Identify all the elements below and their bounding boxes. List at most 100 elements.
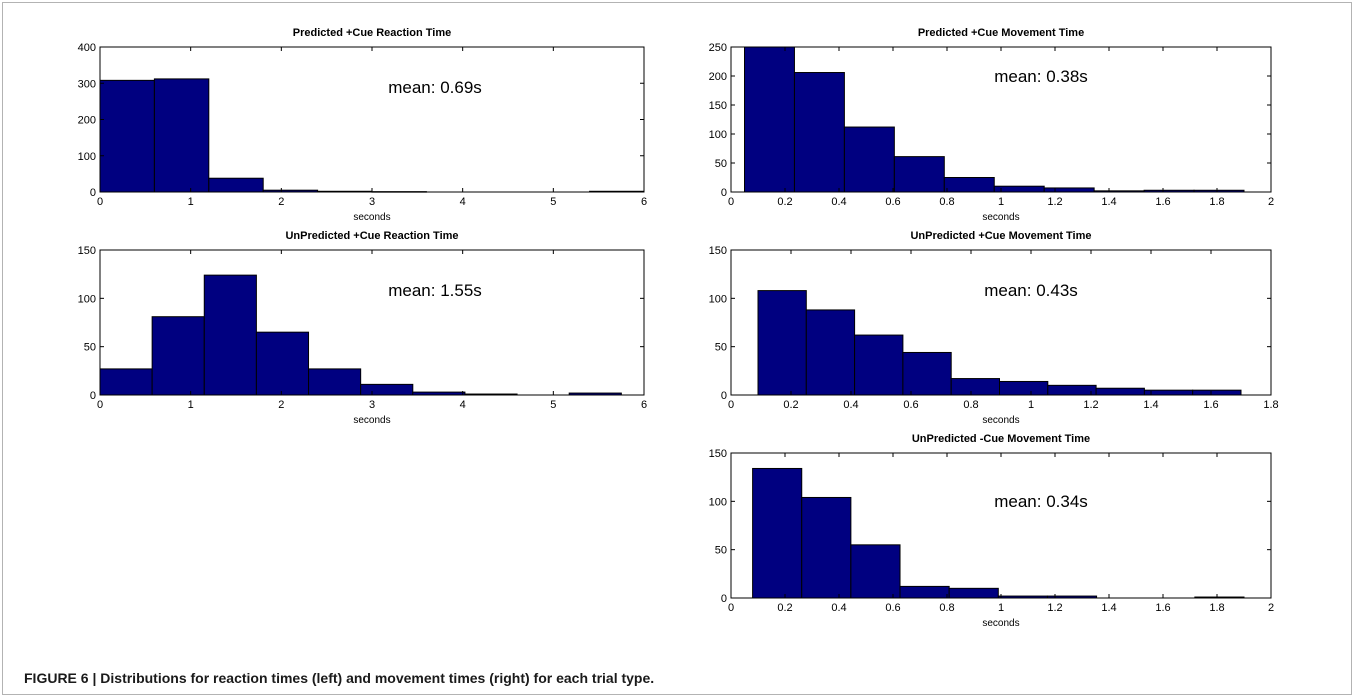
y-tick-label: 50 [715,545,727,557]
y-tick-label: 50 [715,158,727,170]
x-tick-label: 1.6 [1155,196,1170,208]
histogram-bar [360,383,414,396]
histogram-bar [948,587,999,599]
caption-label: FIGURE 6 [24,670,89,686]
histogram-bar [1043,187,1095,193]
x-tick-label: 1.2 [1047,602,1062,614]
histogram-bar [1192,389,1242,396]
x-tick-label: 0.2 [777,196,792,208]
x-tick-label: 1.6 [1155,602,1170,614]
histogram-bar [943,177,995,193]
y-tick-label: 0 [721,187,727,199]
chart-unpredicted-nocue-movement-time: 0 0.2 0.4 0.6 0.8 1 1.2 1.4 1.6 1.8 2 0 50 100 150 UnPr… [709,433,1274,629]
x-tick-label: 1.2 [1083,399,1098,411]
histogram-bar [950,378,1001,396]
x-tick-label: 1 [998,602,1004,614]
x-axis-label: seconds [353,415,390,426]
x-tick-label: 1 [188,196,194,208]
y-tick-label: 100 [78,293,96,305]
y-tick-label: 300 [78,78,96,90]
histogram-bar [99,368,153,396]
histogram-bar [1095,387,1145,396]
y-tick-label: 150 [709,448,727,460]
x-tick-label: 1.4 [1101,196,1116,208]
histogram-bar [893,156,945,193]
histogram-bar [744,46,795,193]
chart-title: Predicted +Cue Movement Time [918,27,1084,39]
x-tick-label: 3 [369,399,375,411]
histogram-bar [752,467,803,599]
x-tick-label: 2 [1268,602,1274,614]
x-tick-label: 1.8 [1209,602,1224,614]
x-tick-label: 0.4 [831,602,846,614]
x-tick-label: 5 [550,399,556,411]
y-tick-label: 150 [709,245,727,257]
x-tick-label: 5 [550,196,556,208]
histogram-bar [899,585,950,599]
histogram-bar [999,380,1049,396]
x-axis-label: seconds [353,212,390,223]
x-tick-label: 1.8 [1209,196,1224,208]
chart-unpredicted-cue-movement-time: 0 0.2 0.4 0.6 0.8 1 1.2 1.4 1.6 1.8 0 50 100 150 UnPre… [709,230,1279,426]
chart-unpredicted-cue-reaction-time: 0 1 2 3 4 5 6 0 50 100 150 UnPredicted +Cue Reactio… [78,230,647,426]
x-tick-label: 1.6 [1203,399,1218,411]
axes-box [730,249,1272,396]
y-tick-label: 0 [721,390,727,402]
histogram-bar [99,79,155,193]
x-tick-label: 0.6 [903,399,918,411]
x-axis-label: seconds [982,618,1019,629]
chart-predicted-cue-movement-time: 0 0.2 0.4 0.6 0.8 1 1.2 1.4 1.6 1.8 2 0 50 100 150 200 2… [709,27,1274,223]
histogram-bar [308,368,362,396]
y-tick-label: 0 [721,593,727,605]
x-tick-label: 0 [728,602,734,614]
figure-caption: FIGURE 6 | Distributions for reaction ti… [24,670,654,686]
y-tick-label: 200 [78,115,96,127]
x-tick-label: 2 [278,196,284,208]
y-tick-label: 0 [90,187,96,199]
histogram-bar [793,72,845,193]
x-tick-label: 0 [728,399,734,411]
y-tick-label: 400 [78,42,96,54]
y-tick-label: 50 [715,342,727,354]
x-tick-label: 6 [641,196,647,208]
chart-title: UnPredicted +Cue Movement Time [910,230,1091,242]
histogram-bar [993,185,1045,193]
x-tick-label: 3 [369,196,375,208]
x-tick-label: 1.2 [1047,196,1062,208]
histogram-bar [255,331,310,396]
histogram-bar [850,544,901,599]
x-tick-label: 0.2 [777,602,792,614]
y-tick-label: 0 [90,390,96,402]
x-tick-label: 1 [188,399,194,411]
caption-separator: | [88,670,101,686]
histogram-bar [208,177,264,193]
x-tick-label: 0.6 [885,196,900,208]
histogram-bar [843,126,895,193]
y-tick-label: 150 [78,245,96,257]
x-tick-label: 1 [1028,399,1034,411]
x-tick-label: 0 [728,196,734,208]
x-tick-label: 2 [278,399,284,411]
mean-annotation: mean: 0.34s [994,492,1088,511]
x-tick-label: 1.4 [1101,602,1116,614]
x-tick-label: 0.2 [783,399,798,411]
x-tick-label: 1.4 [1143,399,1158,411]
y-tick-label: 50 [84,342,96,354]
chart-predicted-cue-reaction-time: 0 1 2 3 4 5 6 0 100 200 300 400 Predicted +Cue React… [78,27,647,223]
x-tick-label: 0.4 [831,196,846,208]
histogram-bar [1143,389,1194,396]
x-tick-label: 0 [97,196,103,208]
y-tick-label: 150 [709,100,727,112]
x-tick-label: 2 [1268,196,1274,208]
mean-annotation: mean: 0.43s [984,281,1078,300]
y-tick-label: 100 [78,151,96,163]
x-tick-label: 0.8 [939,196,954,208]
y-tick-label: 200 [709,71,727,83]
y-tick-label: 250 [709,42,727,54]
chart-title: Predicted +Cue Reaction Time [293,27,451,39]
chart-title: UnPredicted -Cue Movement Time [912,433,1090,445]
histogram-bar [153,78,210,193]
mean-annotation: mean: 0.69s [388,78,482,97]
